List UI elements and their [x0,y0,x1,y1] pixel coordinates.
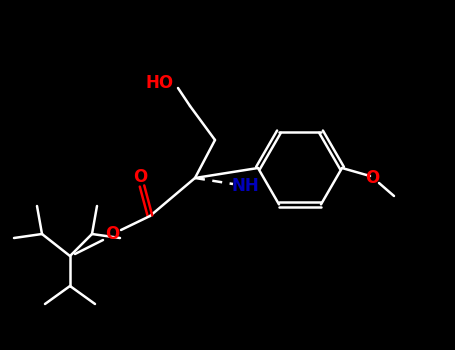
Text: O: O [105,225,119,243]
Text: O: O [365,169,379,187]
Text: O: O [133,168,147,186]
Text: NH: NH [231,177,259,195]
Text: HO: HO [146,74,174,92]
